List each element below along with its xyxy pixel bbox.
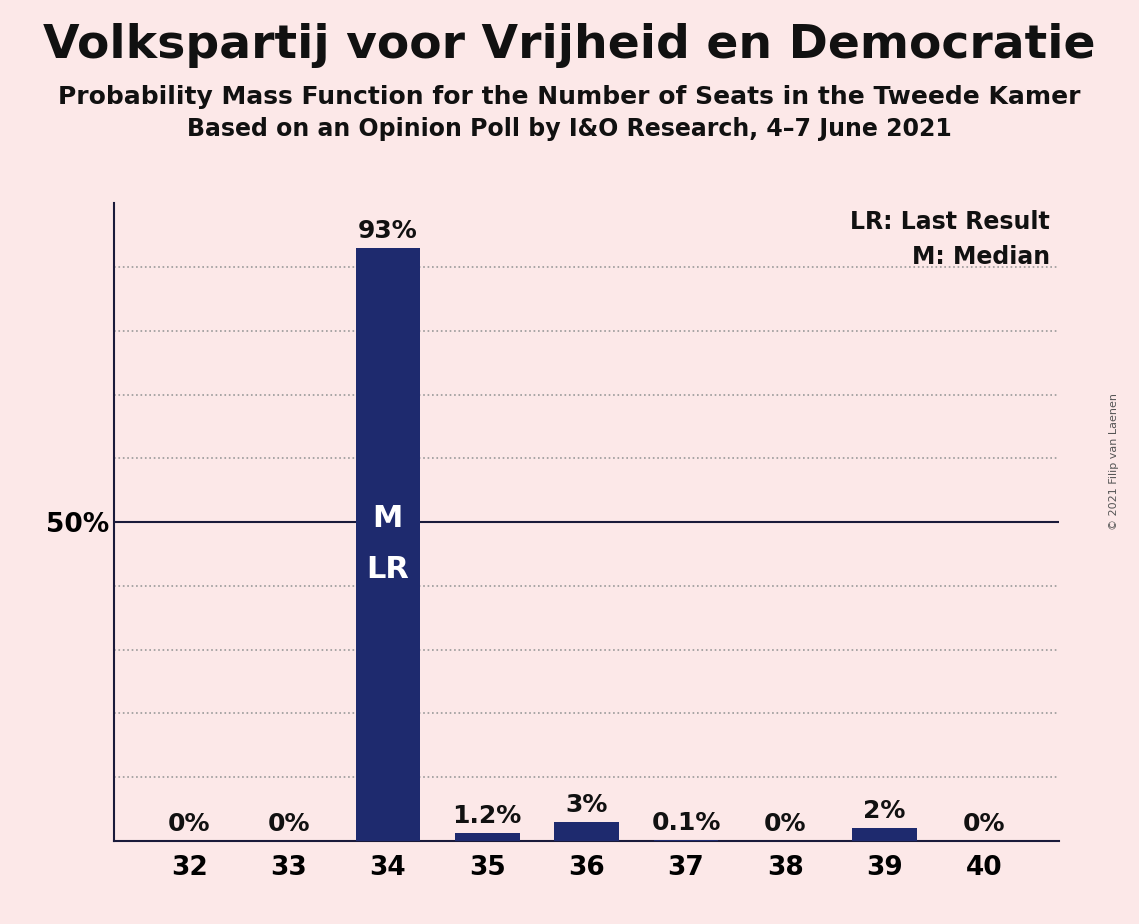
Text: 0%: 0% [268, 812, 310, 835]
Text: 0.1%: 0.1% [652, 811, 721, 835]
Text: Volkspartij voor Vrijheid en Democratie: Volkspartij voor Vrijheid en Democratie [43, 23, 1096, 68]
Text: Based on an Opinion Poll by I&O Research, 4–7 June 2021: Based on an Opinion Poll by I&O Research… [187, 117, 952, 141]
Text: Probability Mass Function for the Number of Seats in the Tweede Kamer: Probability Mass Function for the Number… [58, 85, 1081, 109]
Bar [555, 821, 618, 841]
Text: 2%: 2% [863, 799, 906, 823]
Text: M: Median: M: Median [911, 245, 1050, 269]
Text: LR: LR [367, 555, 409, 584]
Bar [355, 248, 420, 841]
Bar [454, 833, 519, 841]
Text: 0%: 0% [764, 812, 806, 835]
Text: M: M [372, 505, 403, 533]
Text: © 2021 Filip van Laenen: © 2021 Filip van Laenen [1109, 394, 1118, 530]
Text: 3%: 3% [565, 793, 608, 817]
Text: 1.2%: 1.2% [452, 804, 522, 828]
Text: 0%: 0% [167, 812, 211, 835]
Text: 0%: 0% [962, 812, 1006, 835]
Text: LR: Last Result: LR: Last Result [850, 210, 1050, 234]
Text: 93%: 93% [358, 219, 418, 243]
Bar [852, 828, 917, 841]
